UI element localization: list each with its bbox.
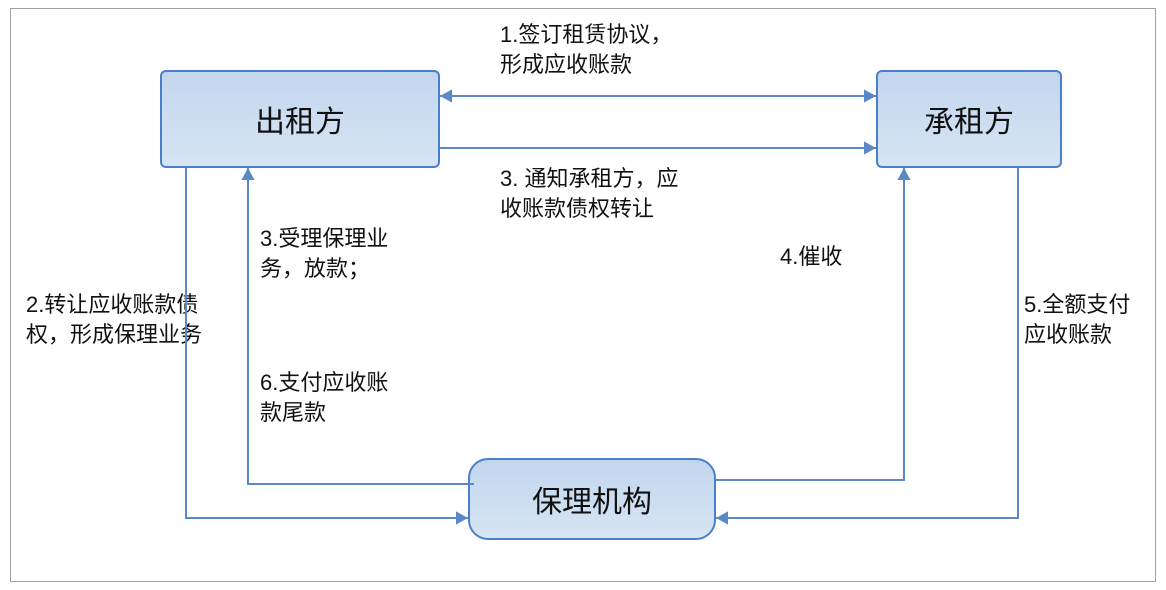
node-factor: 保理机构 bbox=[468, 458, 716, 540]
node-lessor-label: 出租方 bbox=[255, 97, 345, 141]
node-lessee-label: 承租方 bbox=[924, 97, 1014, 141]
edge-label-3a: 3.受理保理业 务，放款； bbox=[260, 224, 388, 283]
edge-label-6: 6.支付应收账 款尾款 bbox=[260, 368, 388, 427]
node-factor-label: 保理机构 bbox=[532, 477, 652, 521]
edge-label-4: 4.催收 bbox=[780, 242, 842, 272]
node-lessee: 承租方 bbox=[876, 70, 1062, 168]
edge-label-1: 1.签订租赁协议， 形成应收账款 bbox=[500, 20, 672, 79]
edge-label-3b: 3. 通知承租方，应 收账款债权转让 bbox=[500, 164, 678, 223]
edge-label-2: 2.转让应收账款债 权，形成保理业务 bbox=[26, 290, 202, 349]
edge-label-5: 5.全额支付 应收账款 bbox=[1024, 290, 1130, 349]
node-lessor: 出租方 bbox=[160, 70, 440, 168]
